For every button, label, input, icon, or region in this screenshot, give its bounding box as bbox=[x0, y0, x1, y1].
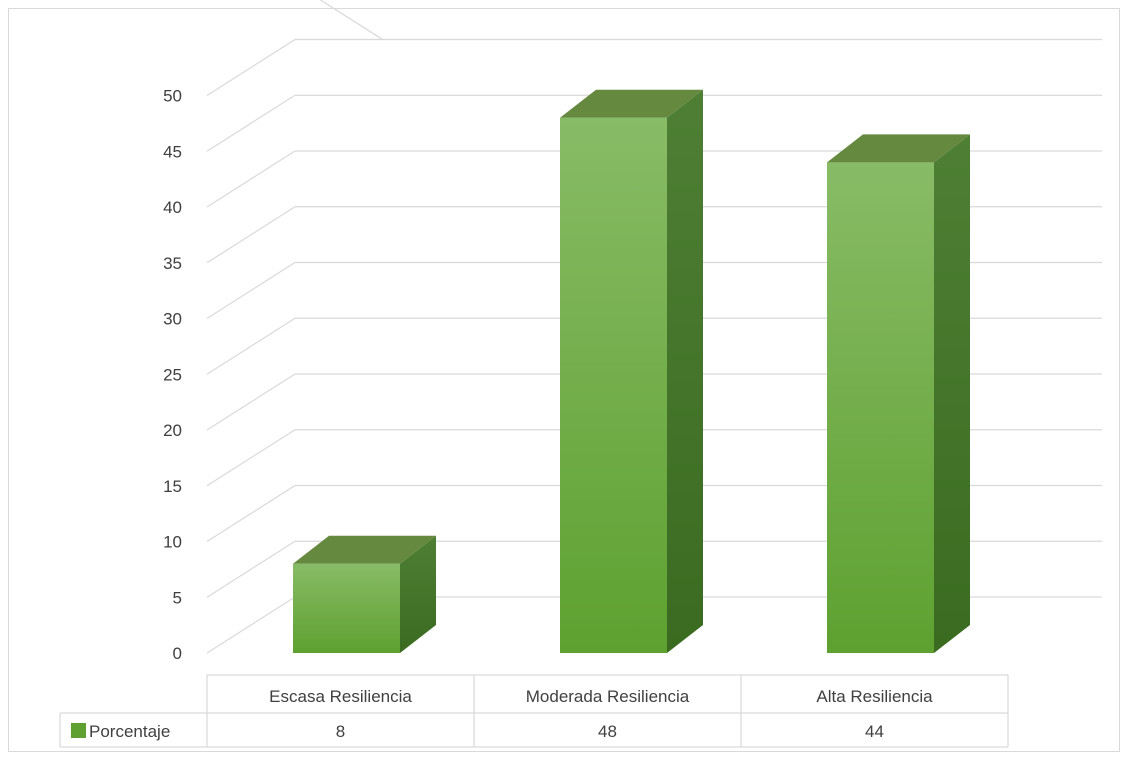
data-table: Escasa Resiliencia 8 Moderada Resiliencia 4… bbox=[59, 674, 1009, 748]
gridline-side bbox=[206, 38, 296, 97]
legend-label: Porcentaje bbox=[89, 722, 170, 741]
bar-top bbox=[827, 134, 970, 163]
y-tick-label: 50 bbox=[163, 87, 182, 106]
y-tick-label: 45 bbox=[163, 142, 182, 161]
y-tick-label: 5 bbox=[173, 588, 182, 607]
gridline-side bbox=[206, 317, 296, 375]
y-tick-label: 20 bbox=[163, 421, 182, 440]
y-tick-label: 25 bbox=[163, 365, 182, 384]
gridline-side bbox=[206, 94, 296, 152]
gridline-side bbox=[206, 484, 296, 543]
data-table-value: 8 bbox=[336, 722, 345, 741]
data-table-value: 48 bbox=[598, 722, 617, 741]
bar-top bbox=[560, 89, 703, 118]
bar bbox=[560, 89, 703, 654]
bar-side bbox=[400, 535, 436, 653]
bar-front bbox=[560, 117, 667, 654]
bar-top bbox=[293, 535, 436, 564]
data-table-value: 44 bbox=[865, 722, 884, 741]
x-category-label: Alta Resiliencia bbox=[816, 687, 933, 706]
bar-side bbox=[667, 89, 703, 654]
legend-swatch bbox=[71, 723, 86, 738]
chart-area bbox=[8, 8, 1120, 752]
bars bbox=[293, 89, 970, 654]
gridline-side bbox=[319, 0, 383, 41]
y-axis-ticks: 0 5 10 15 20 25 30 35 40 45 50 bbox=[163, 87, 182, 664]
gridline-side bbox=[206, 150, 296, 208]
bar bbox=[827, 134, 970, 653]
gridline-side bbox=[206, 373, 296, 431]
gridline-side bbox=[206, 206, 296, 264]
y-tick-label: 10 bbox=[163, 533, 182, 552]
bar-side bbox=[934, 134, 970, 653]
y-tick-label: 0 bbox=[173, 644, 182, 663]
gridline-side bbox=[206, 261, 296, 320]
bar-front bbox=[293, 563, 400, 653]
y-tick-label: 30 bbox=[163, 310, 182, 329]
x-category-label: Moderada Resiliencia bbox=[526, 687, 690, 706]
y-tick-label: 40 bbox=[163, 198, 182, 217]
bar bbox=[293, 535, 436, 653]
gridline-side bbox=[206, 596, 296, 654]
gridline-side bbox=[206, 540, 296, 598]
bar-front bbox=[827, 162, 934, 653]
gridline-side bbox=[206, 429, 296, 487]
y-tick-label: 15 bbox=[163, 477, 182, 496]
x-category-label: Escasa Resiliencia bbox=[269, 687, 412, 706]
y-tick-label: 35 bbox=[163, 254, 182, 273]
